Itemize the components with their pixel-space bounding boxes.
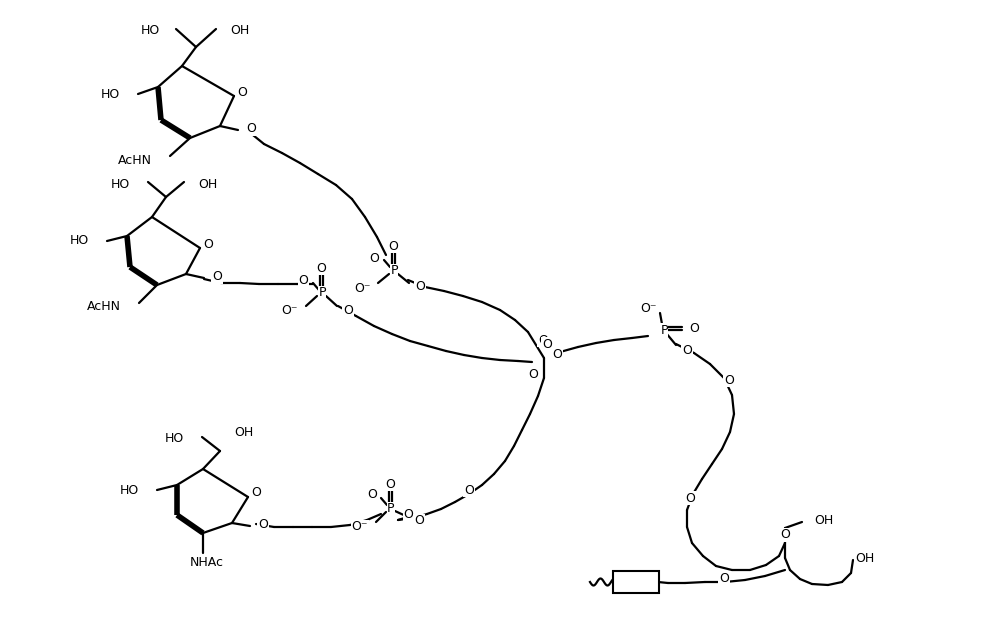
Text: O: O xyxy=(246,123,256,135)
Text: HO: HO xyxy=(70,234,89,248)
Text: O: O xyxy=(316,262,326,274)
Text: O: O xyxy=(385,478,395,490)
Text: O: O xyxy=(388,240,398,253)
Text: O: O xyxy=(682,344,692,356)
Text: O: O xyxy=(251,487,261,499)
Text: O: O xyxy=(542,337,551,351)
Text: O: O xyxy=(719,571,729,585)
Text: OH: OH xyxy=(234,427,254,439)
Text: CM: CM xyxy=(624,576,647,588)
Text: O: O xyxy=(203,238,213,250)
Text: O⁻: O⁻ xyxy=(352,521,368,533)
Text: O: O xyxy=(645,573,655,585)
Text: P: P xyxy=(388,502,395,516)
FancyBboxPatch shape xyxy=(613,571,659,593)
Text: P: P xyxy=(391,265,398,277)
Text: O: O xyxy=(404,509,413,521)
Text: O⁻: O⁻ xyxy=(640,301,657,315)
Text: O: O xyxy=(367,489,377,502)
Text: AcHN: AcHN xyxy=(118,154,152,166)
Text: O: O xyxy=(414,514,424,528)
Text: O: O xyxy=(724,374,734,387)
Text: O: O xyxy=(780,528,790,542)
Text: O⁻: O⁻ xyxy=(355,281,371,295)
Text: O: O xyxy=(237,85,247,99)
Text: P: P xyxy=(319,286,326,300)
Text: HO: HO xyxy=(165,432,184,446)
Text: OH: OH xyxy=(230,25,249,37)
Text: O: O xyxy=(258,518,268,532)
Text: O: O xyxy=(212,270,222,284)
Text: OH: OH xyxy=(198,178,217,190)
Text: HO: HO xyxy=(120,483,139,497)
Text: O: O xyxy=(552,348,561,360)
Text: OH: OH xyxy=(855,552,874,564)
Text: O: O xyxy=(689,322,699,334)
Text: HO: HO xyxy=(141,25,160,37)
Text: O: O xyxy=(369,252,379,265)
Text: O: O xyxy=(465,483,474,497)
Text: O: O xyxy=(415,281,425,293)
Text: O: O xyxy=(298,274,308,286)
Text: P: P xyxy=(660,324,667,336)
Text: HO: HO xyxy=(111,178,130,190)
Text: OH: OH xyxy=(814,513,833,526)
Text: O⁻: O⁻ xyxy=(282,305,298,317)
Text: O: O xyxy=(528,367,538,380)
Text: AcHN: AcHN xyxy=(87,300,121,313)
Text: HO: HO xyxy=(101,87,120,100)
Text: NHAc: NHAc xyxy=(190,557,224,569)
Text: O: O xyxy=(685,492,695,504)
Text: O: O xyxy=(538,334,547,346)
Text: O: O xyxy=(343,303,353,317)
